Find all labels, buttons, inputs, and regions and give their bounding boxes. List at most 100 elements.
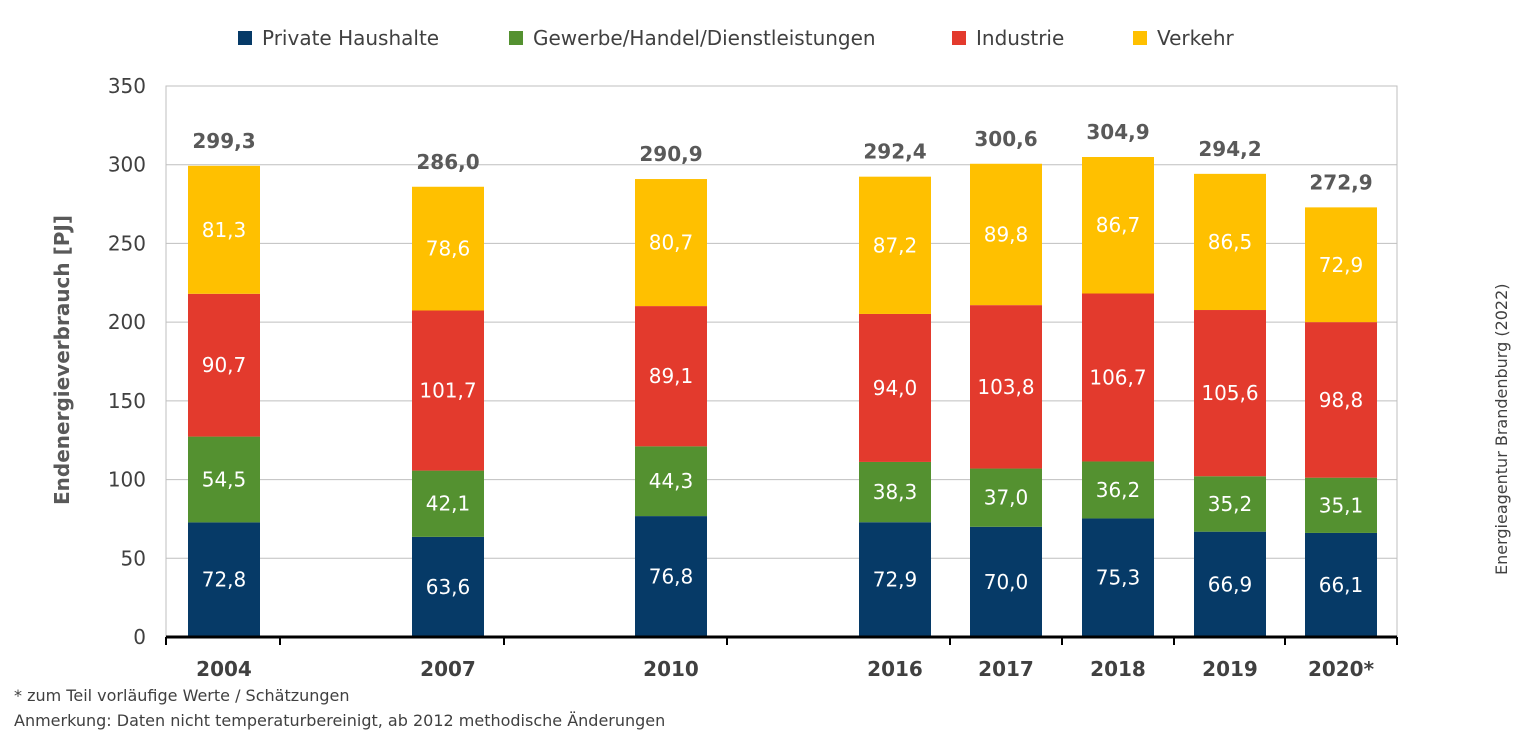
bar-segment <box>1194 310 1266 477</box>
segment-value-label: 37,0 <box>984 486 1029 510</box>
segment-value-label: 72,9 <box>1319 253 1364 277</box>
total-value-label: 300,6 <box>974 127 1037 151</box>
segment-value-label: 66,9 <box>1208 572 1253 596</box>
segment-value-label: 63,6 <box>426 575 471 599</box>
bar-segment <box>635 306 707 447</box>
segment-value-label: 75,3 <box>1096 566 1141 590</box>
legend-label-gewerbe: Gewerbe/Handel/Dienstleistungen <box>533 26 876 50</box>
segment-value-label: 103,8 <box>977 375 1034 399</box>
x-tick-label: 2017 <box>978 657 1034 681</box>
bar-segment <box>635 516 707 637</box>
bar-segment <box>635 179 707 307</box>
bar-segment <box>412 186 484 311</box>
segment-value-label: 72,9 <box>873 568 918 592</box>
segment-value-label: 70,0 <box>984 570 1029 594</box>
segment-value-label: 36,2 <box>1096 478 1141 502</box>
source-credit: Energieagentur Brandenburg (2022) <box>1492 283 1511 575</box>
bar-segment <box>970 526 1042 637</box>
segment-value-label: 78,6 <box>426 237 471 261</box>
legend-swatch-verkehr <box>1133 31 1147 45</box>
bar-segment <box>412 470 484 537</box>
y-tick-label: 350 <box>108 74 146 98</box>
x-tick-label: 2016 <box>867 657 923 681</box>
bar-segment <box>859 313 931 462</box>
legend-swatch-industrie <box>952 31 966 45</box>
segment-value-label: 35,1 <box>1319 493 1364 517</box>
footnote-remark: Anmerkung: Daten nicht temperaturbereini… <box>14 711 666 730</box>
y-tick-label: 150 <box>108 389 146 413</box>
x-tick-label: 2007 <box>420 657 476 681</box>
bar-segment <box>1305 477 1377 533</box>
segment-value-label: 94,0 <box>873 376 918 400</box>
x-tick-label: 2020* <box>1308 657 1375 681</box>
bar-segment <box>412 536 484 637</box>
x-tick-label: 2018 <box>1090 657 1146 681</box>
segment-value-label: 90,7 <box>202 353 247 377</box>
segment-value-label: 44,3 <box>649 469 694 493</box>
total-value-label: 290,9 <box>639 142 702 166</box>
y-tick-label: 200 <box>108 310 146 334</box>
bar-segment <box>1082 461 1154 519</box>
segment-value-label: 101,7 <box>419 379 476 403</box>
segment-value-label: 76,8 <box>649 565 694 589</box>
bar-segment <box>188 165 260 294</box>
segment-value-label: 86,7 <box>1096 213 1141 237</box>
bar-segment <box>1305 322 1377 478</box>
bar-segment <box>970 163 1042 306</box>
x-tick-label: 2010 <box>643 657 699 681</box>
y-tick-label: 250 <box>108 231 146 255</box>
legend: Private Haushalte Gewerbe/Handel/Dienstl… <box>0 26 1514 56</box>
segment-value-label: 89,1 <box>649 364 694 388</box>
segment-value-label: 81,3 <box>202 218 247 242</box>
segment-value-label: 54,5 <box>202 467 247 491</box>
segment-value-label: 86,5 <box>1208 230 1253 254</box>
segment-value-label: 87,2 <box>873 233 918 257</box>
segment-value-label: 72,8 <box>202 568 247 592</box>
bar-segment <box>188 293 260 437</box>
bar-segment <box>1194 476 1266 532</box>
segment-value-label: 35,2 <box>1208 492 1253 516</box>
legend-item-industrie: Industrie <box>952 26 1064 50</box>
bar-segment <box>970 305 1042 469</box>
segment-value-label: 106,7 <box>1089 365 1146 389</box>
total-value-label: 292,4 <box>863 140 926 164</box>
total-value-label: 299,3 <box>192 129 255 153</box>
segment-value-label: 38,3 <box>873 480 918 504</box>
legend-item-private-haushalte: Private Haushalte <box>238 26 439 50</box>
y-tick-label: 50 <box>121 546 146 570</box>
bar-segment <box>859 522 931 637</box>
bar-segment <box>859 176 931 314</box>
segment-value-label: 80,7 <box>649 231 694 255</box>
legend-swatch-private-haushalte <box>238 31 252 45</box>
legend-swatch-gewerbe <box>509 31 523 45</box>
legend-label-verkehr: Verkehr <box>1157 26 1234 50</box>
bar-segment <box>859 461 931 523</box>
legend-label-industrie: Industrie <box>976 26 1065 50</box>
segment-value-label: 89,8 <box>984 222 1029 246</box>
total-value-label: 286,0 <box>416 150 479 174</box>
total-value-label: 304,9 <box>1086 120 1149 144</box>
bar-segment <box>1082 157 1154 294</box>
bar-segment <box>635 446 707 517</box>
bar-segment <box>1082 293 1154 462</box>
legend-item-gewerbe: Gewerbe/Handel/Dienstleistungen <box>509 26 876 50</box>
bar-segment <box>1194 173 1266 311</box>
y-tick-label: 100 <box>108 468 146 492</box>
bar-segment <box>188 436 260 523</box>
x-tick-label: 2019 <box>1202 657 1258 681</box>
total-value-label: 294,2 <box>1198 137 1261 161</box>
bar-segment <box>1305 207 1377 323</box>
bar-segment <box>412 310 484 471</box>
bar-segment <box>1082 518 1154 637</box>
footnote-preliminary: * zum Teil vorläufige Werte / Schätzunge… <box>14 686 350 705</box>
y-tick-label: 300 <box>108 153 146 177</box>
legend-label-private-haushalte: Private Haushalte <box>262 26 440 50</box>
segment-value-label: 42,1 <box>426 492 471 516</box>
total-value-label: 272,9 <box>1309 170 1372 194</box>
bar-segment <box>188 522 260 637</box>
bar-segment <box>970 468 1042 527</box>
segment-value-label: 105,6 <box>1201 381 1258 405</box>
legend-item-verkehr: Verkehr <box>1133 26 1234 50</box>
segment-value-label: 98,8 <box>1319 388 1364 412</box>
